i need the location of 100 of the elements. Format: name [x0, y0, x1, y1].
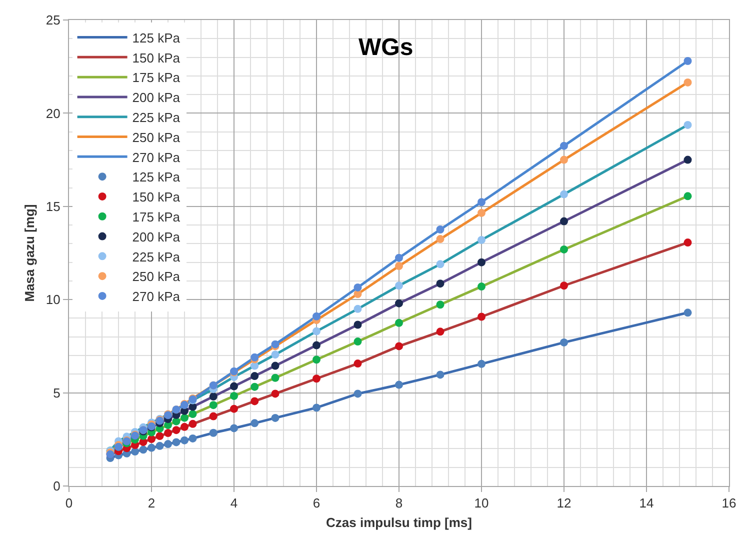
x-tick-label: 2	[148, 496, 156, 511]
point	[188, 434, 197, 442]
point	[250, 382, 259, 391]
point	[478, 236, 486, 244]
point	[684, 78, 692, 86]
legend-label: 175 kPa	[132, 70, 181, 86]
point	[354, 320, 362, 329]
x-tick-label: 16	[722, 496, 736, 511]
point	[139, 446, 148, 454]
point	[436, 260, 444, 268]
point	[684, 57, 692, 66]
point	[478, 258, 486, 266]
point	[209, 401, 218, 410]
point	[271, 390, 280, 398]
legend-label: 125 kPa	[132, 30, 181, 46]
point	[180, 422, 188, 431]
point	[271, 362, 280, 370]
point	[271, 374, 280, 382]
point	[478, 282, 486, 291]
point	[131, 448, 139, 456]
x-tick-label: 12	[556, 496, 572, 511]
point	[312, 312, 320, 320]
point	[250, 372, 259, 380]
point	[354, 283, 362, 292]
point	[354, 304, 362, 313]
point	[478, 312, 486, 321]
legend-label: 175 kPa	[132, 209, 181, 224]
point	[560, 142, 568, 150]
point	[354, 338, 362, 346]
point	[560, 282, 568, 290]
point	[271, 414, 280, 422]
x-tick-label: 6	[312, 496, 320, 511]
point	[395, 282, 403, 290]
point	[395, 262, 403, 270]
point	[560, 190, 568, 198]
legend-label: 270 kPa	[132, 289, 181, 304]
point	[209, 428, 218, 437]
point	[188, 402, 197, 411]
point	[180, 436, 188, 444]
point	[180, 414, 188, 422]
point	[156, 432, 164, 440]
y-tick-label: 5	[53, 385, 60, 400]
y-tick-label: 25	[46, 12, 60, 28]
point	[436, 235, 444, 244]
x-tick-label: 14	[639, 496, 654, 511]
point	[684, 156, 692, 164]
point	[230, 382, 238, 390]
point	[684, 308, 692, 317]
text: WGs	[358, 34, 414, 61]
y-tick-label: 0	[53, 478, 60, 494]
point	[395, 254, 403, 262]
legend-label: 125 kPa	[132, 170, 181, 185]
legend-label: 250 kPa	[132, 269, 181, 284]
point	[148, 444, 156, 452]
point	[312, 356, 320, 364]
point	[230, 424, 238, 432]
y-tick-label: 10	[46, 292, 60, 308]
point	[164, 429, 172, 438]
x-tick-label: 10	[474, 496, 489, 511]
point	[436, 328, 444, 336]
point	[478, 208, 486, 217]
point	[684, 120, 692, 129]
y-tick-label: 15	[46, 198, 60, 214]
legend-label: 225 kPa	[132, 249, 181, 264]
point	[312, 341, 320, 350]
point	[312, 374, 320, 383]
point	[188, 420, 197, 428]
x-axis-title: Czas impulsu timp [ms]	[326, 515, 472, 530]
point	[354, 360, 362, 368]
point	[684, 192, 692, 200]
point	[478, 198, 486, 206]
point	[172, 438, 180, 446]
point	[395, 380, 403, 389]
point	[250, 362, 259, 370]
point	[271, 350, 280, 359]
legend-label: 200 kPa	[132, 229, 181, 244]
point	[560, 245, 568, 254]
point	[250, 397, 259, 406]
point	[560, 156, 568, 164]
point	[560, 338, 568, 346]
point	[436, 300, 444, 309]
point	[230, 392, 238, 400]
point	[164, 440, 172, 448]
y-axis-title: Masa gazu [mg]	[22, 204, 37, 302]
point	[354, 390, 362, 398]
y-tick-label: 20	[46, 106, 60, 121]
legend-label: 150 kPa	[132, 190, 181, 205]
point	[172, 426, 180, 434]
point	[436, 280, 444, 288]
point	[148, 435, 156, 444]
legend-label: 225 kPa	[132, 110, 181, 125]
point	[478, 360, 486, 368]
point	[436, 226, 444, 234]
point	[312, 327, 320, 336]
legend-label: 200 kPa	[132, 90, 181, 106]
point	[312, 404, 320, 412]
point	[230, 404, 238, 413]
legend-label: 270 kPa	[132, 150, 181, 165]
x-tick-label: 4	[230, 496, 238, 511]
point	[250, 419, 259, 428]
